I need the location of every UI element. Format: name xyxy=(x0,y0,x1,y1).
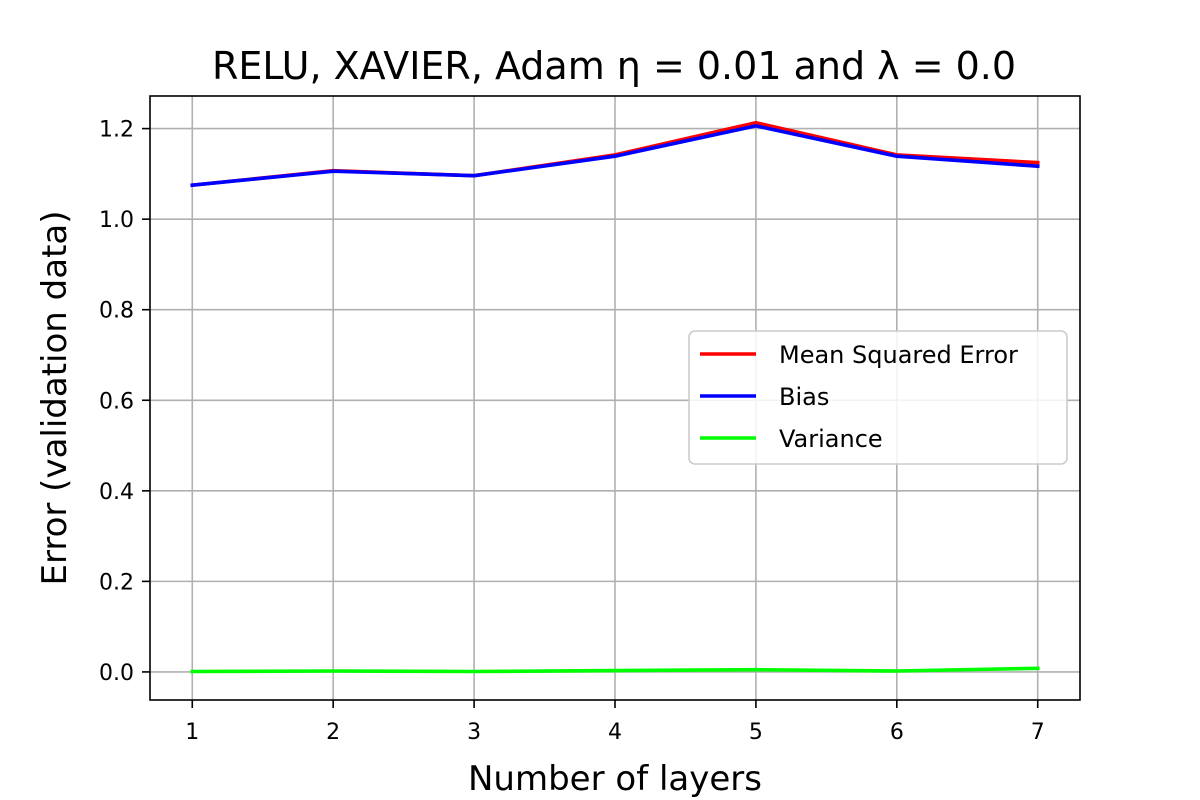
legend-label-2: Variance xyxy=(779,425,883,453)
y-tick-label: 1.2 xyxy=(99,118,134,143)
y-tick-label: 0.4 xyxy=(99,480,134,505)
x-tick-label: 4 xyxy=(608,720,622,745)
x-axis-ticks: 1 2 3 4 5 6 7 xyxy=(185,700,1045,745)
y-axis-ticks: 0.0 0.2 0.4 0.6 0.8 1.0 1.2 xyxy=(99,118,150,686)
series-line-1 xyxy=(190,124,1040,188)
y-tick-label: 0.0 xyxy=(99,661,134,686)
chart-title: RELU, XAVIER, Adam η = 0.01 and λ = 0.0 xyxy=(212,44,1016,88)
x-tick-label: 6 xyxy=(890,720,904,745)
x-tick-label: 5 xyxy=(749,720,763,745)
legend-box xyxy=(688,330,1068,465)
x-tick-label: 2 xyxy=(326,720,340,745)
x-tick-label: 7 xyxy=(1031,720,1045,745)
legend-label-1: Bias xyxy=(779,383,829,411)
series-lines xyxy=(190,120,1040,674)
y-tick-label: 0.8 xyxy=(99,299,134,324)
x-tick-label: 1 xyxy=(185,720,199,745)
y-axis-label: Error (validation data) xyxy=(35,211,75,586)
x-axis-label: Number of layers xyxy=(468,759,762,799)
legend: Mean Squared Error Bias Variance xyxy=(688,330,1068,465)
y-tick-label: 0.2 xyxy=(99,570,134,595)
legend-label-0: Mean Squared Error xyxy=(779,341,1018,369)
x-tick-label: 3 xyxy=(467,720,481,745)
y-tick-label: 0.6 xyxy=(99,389,134,414)
series-line-2 xyxy=(190,666,1040,674)
y-tick-label: 1.0 xyxy=(99,208,134,233)
